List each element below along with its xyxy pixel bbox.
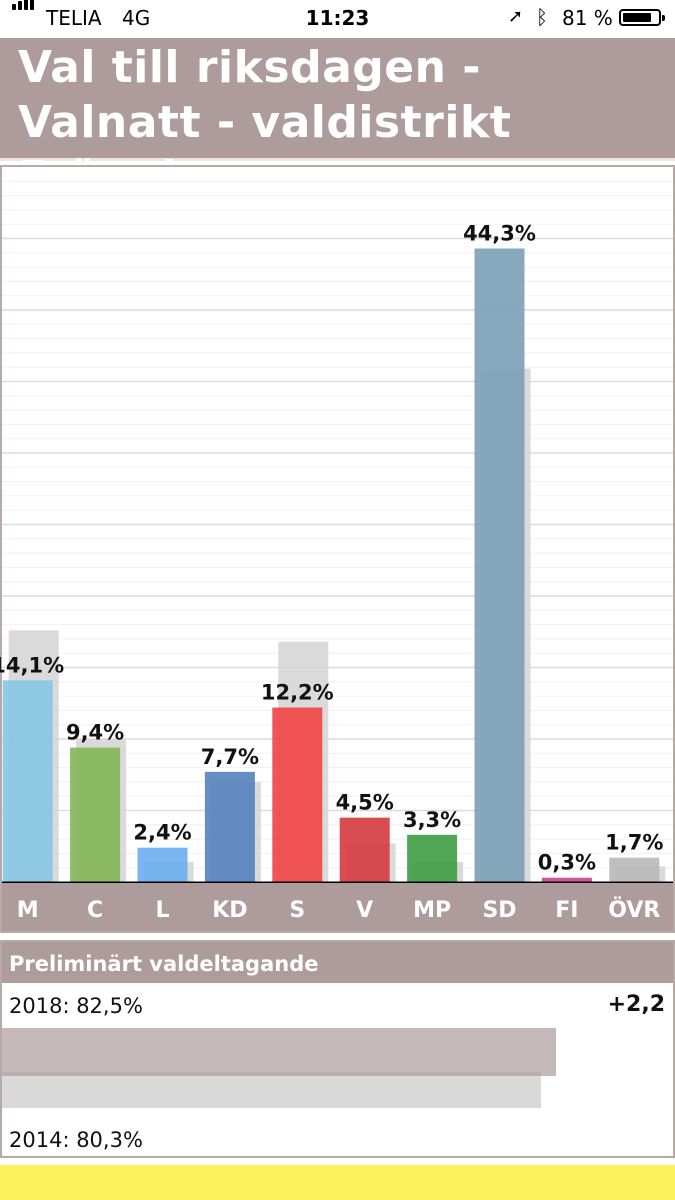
value-label-m: 14,1% [0, 653, 64, 677]
bar-s [272, 707, 323, 882]
value-label-kd: 7,7% [201, 745, 259, 769]
turnout-change: +2,2 [607, 992, 665, 1017]
battery-fill [623, 13, 651, 22]
network-type: 4G [122, 6, 151, 30]
turnout-heading: Preliminärt valdeltagande [2, 942, 673, 983]
value-label-fi: 0,3% [538, 851, 596, 875]
category-label-v: V [356, 898, 374, 923]
party-axis: M C L KD S V MP SD FI ÖVR [2, 883, 673, 931]
value-label-v: 4,5% [336, 791, 394, 815]
value-label-sd: 44,3% [463, 222, 536, 246]
status-bar: TELIA 4G 11:23 ➚ ᛒ 81 % [0, 0, 675, 36]
turnout-panel: Preliminärt valdeltagande 2018: 82,5% +2… [0, 940, 675, 1158]
value-label-mp: 3,3% [403, 808, 461, 832]
category-label-m: M [16, 898, 39, 923]
value-label-c: 9,4% [66, 721, 124, 745]
category-label-mp: MP [413, 898, 452, 923]
turnout-current-label: 2018: 82,5% [9, 994, 143, 1018]
header: Val till riksdagen - Valnatt - valdistri… [0, 38, 675, 203]
category-label-sd: SD [482, 898, 517, 923]
category-label-övr: ÖVR [608, 898, 661, 923]
battery-icon [619, 9, 665, 26]
bar-l [137, 847, 188, 882]
battery-nub [662, 15, 665, 21]
value-label-s: 12,2% [261, 681, 334, 705]
bar-fi [541, 877, 592, 882]
value-label-l: 2,4% [133, 821, 191, 845]
category-label-s: S [289, 898, 306, 923]
category-label-c: C [87, 898, 104, 923]
turnout-previous-label: 2014: 80,3% [9, 1128, 143, 1152]
carrier-name: TELIA [46, 6, 102, 30]
bar-c [70, 747, 121, 882]
category-label-fi: FI [555, 898, 579, 923]
bar-v [339, 817, 390, 882]
status-time: 11:23 [305, 6, 370, 30]
bar-mp [407, 834, 458, 882]
category-label-l: L [155, 898, 170, 923]
bar-sd [474, 248, 525, 882]
bar-m [2, 680, 53, 882]
bar-övr [609, 857, 660, 882]
category-label-kd: KD [212, 898, 248, 923]
turnout-current-bar [2, 1028, 556, 1076]
value-label-övr: 1,7% [605, 831, 663, 855]
bottom-strip [0, 1165, 675, 1200]
turnout-previous-bar [2, 1072, 541, 1108]
bluetooth-icon: ᛒ [536, 5, 548, 29]
results-chart: 14,1% 9,4% 2,4% 7,7% 12,2% 4,5% 3,3% 44,3% 0,3% 1… [0, 180, 673, 885]
location-arrow-icon: ➚ [508, 6, 524, 27]
battery-percentage: 81 % [562, 6, 613, 30]
bar-kd [204, 771, 255, 882]
